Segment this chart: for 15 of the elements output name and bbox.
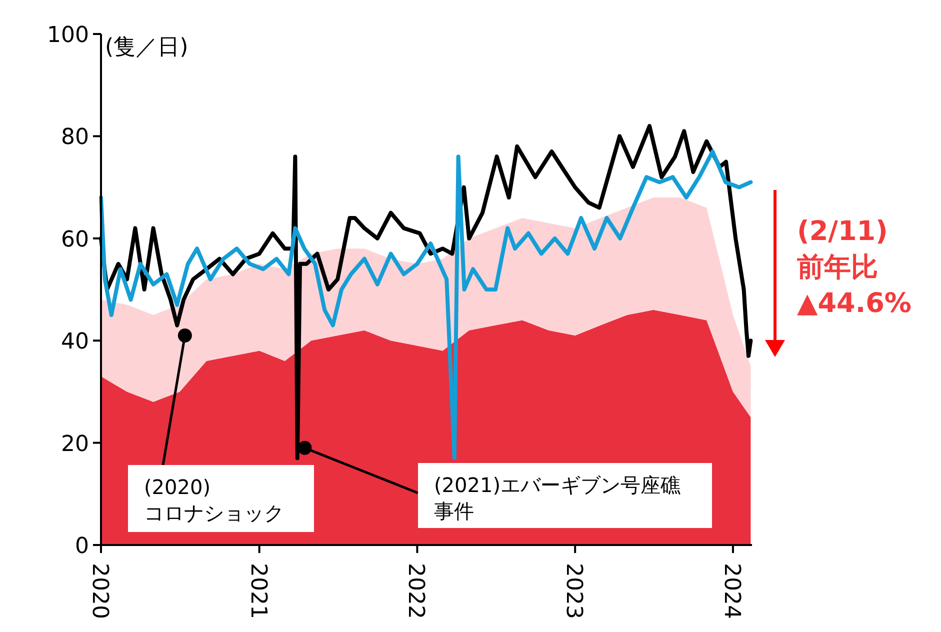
- y-tick-label: 20: [61, 432, 89, 457]
- y-tick-label: 80: [61, 125, 89, 150]
- y-tick-label: 100: [47, 23, 89, 48]
- y-tick-label: 60: [61, 227, 89, 252]
- annotation: (2021)エバーギブン号座礁事件: [434, 473, 681, 523]
- x-tick-label: 2021: [245, 563, 270, 619]
- y-axis-title: (隻／日): [105, 35, 188, 60]
- y-tick-label: 40: [61, 330, 89, 355]
- x-tick-label: 2023: [561, 563, 586, 619]
- x-tick-label: 2020: [87, 563, 112, 619]
- text: (2/11) 前年比 ▲44.6%: [796, 216, 912, 319]
- x-tick-label: 2024: [718, 563, 744, 619]
- annotation: (2020) コロナショック: [144, 475, 284, 525]
- y-tick-label: 0: [75, 534, 89, 559]
- x-tick-label: 2022: [403, 563, 428, 619]
